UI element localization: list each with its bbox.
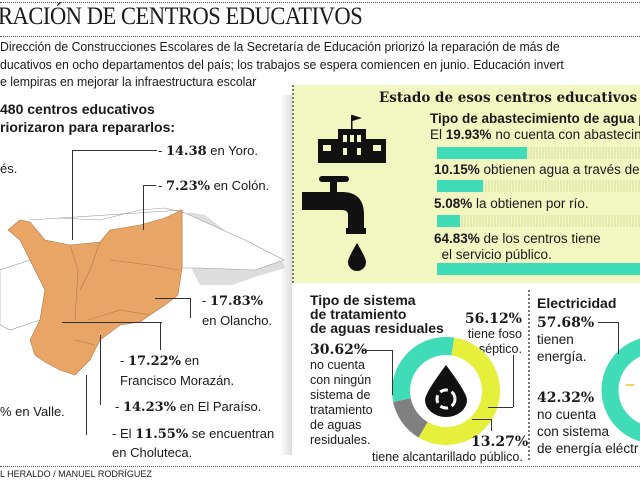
text: residuales. — [310, 433, 371, 447]
divider — [0, 466, 640, 467]
bar-track — [437, 180, 640, 192]
value: 57.68% — [537, 315, 595, 331]
leader-line — [598, 322, 618, 323]
leader-line — [143, 185, 156, 186]
wastewater-septic: 56.12% tiene foso séptico. — [462, 311, 522, 357]
title-line: de tratamiento — [310, 306, 407, 322]
water-item-1: El 19.93% no cuenta con abastecin — [430, 127, 640, 142]
water-item-4: 64.83% de los centros tiene el servicio … — [434, 231, 601, 262]
shadow — [280, 95, 292, 455]
donut-segment — [393, 397, 429, 438]
text: con ningún — [310, 373, 372, 387]
intro-line: e lempiras en mejorar la infraestructura… — [0, 74, 257, 89]
bar-track — [437, 215, 640, 227]
leader-line — [190, 298, 191, 318]
map-label-olancho: - 17.83% en Olancho. — [202, 293, 273, 328]
leader-line — [72, 150, 157, 151]
credit: L HERALDO / MANUEL RODRÍGUEZ — [0, 469, 152, 479]
heading-line: riorizaron para repararlos: — [0, 119, 176, 135]
water-item-2: 10.15% obtienen agua a través de — [434, 162, 640, 177]
faucet-icon — [302, 176, 366, 271]
map-label-yoro: - 14.38 en Yoro. — [158, 143, 258, 159]
title-line: Tipo de sistema — [310, 292, 416, 308]
map-label-partial: és. — [0, 161, 18, 176]
leader-line — [362, 350, 392, 351]
electricity-yes: 57.68% tienen energía. — [537, 315, 594, 365]
map-label-choluteca: - El 11.55% se encuentran en Choluteca. — [112, 426, 275, 460]
leader-line — [100, 335, 101, 405]
title-line: de aguas residuales — [310, 320, 444, 336]
bar-river — [437, 215, 460, 227]
electricity-no: 42.32% no cuenta con sistema de energía … — [537, 390, 638, 457]
text: energía. — [537, 349, 587, 364]
panel-title: Estado de esos centros educativos — [379, 90, 638, 106]
text: tienen — [537, 332, 574, 347]
value: 56.12% — [464, 311, 522, 327]
page-title: RACIÓN DE CENTROS EDUCATIVOS — [0, 3, 363, 30]
intro-line: Dirección de Construcciones Escolares de… — [0, 39, 560, 54]
divider — [528, 290, 530, 460]
leader-line — [491, 419, 492, 431]
text: séptico. — [478, 342, 522, 356]
leader-line — [62, 322, 162, 323]
sewer-value: 13.27% — [471, 434, 529, 450]
donut-segment — [392, 337, 455, 402]
text: de energía eléctr — [537, 441, 639, 456]
panel-subtitle: Tipo de abastecimiento de agua p — [430, 111, 640, 126]
value: 30.62% — [310, 342, 368, 358]
divider — [0, 36, 640, 37]
text: sistema de — [310, 388, 371, 402]
text: tratamiento — [310, 403, 373, 417]
leader-line — [143, 185, 144, 230]
sewer-text: tiene alcantarillado público. — [372, 450, 523, 464]
leader-line — [513, 355, 514, 407]
electricity-title: Electricidad — [537, 295, 617, 311]
map-label-el-paraiso: - 14.23% en El Paraíso. — [115, 399, 262, 415]
map-label-colon: - 7.23% en Colón. — [158, 178, 270, 194]
divider — [0, 2, 640, 3]
honduras-map — [0, 207, 285, 376]
leader-line — [392, 350, 393, 395]
intro-text: Dirección de Construcciones Escolares de… — [0, 38, 564, 91]
school-icon — [318, 115, 386, 163]
value: 42.32% — [537, 390, 595, 406]
water-item-3: 5.08% la obtienen por río. — [434, 196, 589, 211]
water-panel: Estado de esos centros educativos Tipo d… — [292, 85, 640, 283]
map-label-francisco-morazan: - 17.22% en Francisco Morazán. — [120, 353, 235, 388]
intro-line: ducativos en ocho departamentos del país… — [0, 56, 564, 72]
wastewater-donut — [392, 337, 500, 445]
leader-line — [618, 322, 619, 354]
leader-line — [86, 375, 87, 435]
donut-segment — [418, 337, 500, 445]
leader-line — [155, 298, 190, 299]
text: de aguas — [310, 418, 362, 432]
text: no cuenta — [537, 407, 597, 422]
recycle-drop-icon — [425, 365, 467, 417]
leader-line — [472, 419, 492, 420]
wastewater-title: Tipo de sistema de tratamiento de aguas … — [310, 293, 444, 335]
text: con sistema — [537, 424, 610, 439]
bar-well — [437, 180, 483, 192]
map-heading: 480 centros educativos riorizaron para r… — [0, 100, 175, 136]
map-label-valle: % en Valle. — [0, 404, 65, 419]
bar-public — [437, 263, 640, 275]
leader-line — [488, 407, 513, 408]
text: no cuenta — [310, 358, 365, 372]
leader-line — [72, 150, 73, 240]
heading-line: 480 centros educativos — [0, 101, 155, 117]
wastewater-none: 30.62% no cuenta con ningún sistema de t… — [310, 342, 373, 448]
bar-no-supply — [437, 147, 527, 159]
electricity-donut — [601, 338, 640, 442]
text: tiene foso — [467, 327, 522, 341]
leader-line — [160, 322, 161, 350]
